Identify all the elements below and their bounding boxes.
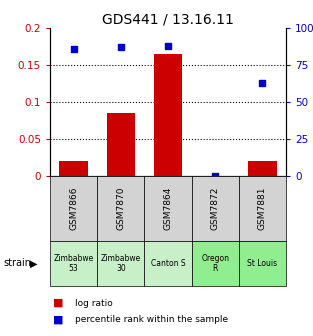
- Bar: [59, 161, 88, 176]
- Point: [166, 43, 171, 48]
- Bar: [107, 113, 135, 176]
- Text: strain: strain: [3, 258, 31, 268]
- Text: Zimbabwe
30: Zimbabwe 30: [101, 254, 141, 273]
- Text: percentile rank within the sample: percentile rank within the sample: [75, 316, 228, 325]
- Text: GSM7872: GSM7872: [211, 187, 220, 230]
- Bar: [154, 54, 182, 176]
- Bar: [97, 176, 144, 241]
- Bar: [144, 176, 192, 241]
- Text: ■: ■: [53, 298, 64, 308]
- Bar: [192, 241, 239, 286]
- Bar: [144, 241, 192, 286]
- Point: [118, 45, 123, 50]
- Title: GDS441 / 13.16.11: GDS441 / 13.16.11: [102, 13, 234, 27]
- Bar: [192, 176, 239, 241]
- Text: Canton S: Canton S: [151, 259, 185, 268]
- Point: [71, 46, 76, 51]
- Text: log ratio: log ratio: [75, 298, 113, 307]
- Text: St Louis: St Louis: [247, 259, 277, 268]
- Text: Zimbabwe
53: Zimbabwe 53: [54, 254, 94, 273]
- Text: Oregon
R: Oregon R: [201, 254, 229, 273]
- Text: ▶: ▶: [30, 258, 37, 268]
- Point: [260, 80, 265, 85]
- Text: GSM7881: GSM7881: [258, 187, 267, 230]
- Text: GSM7864: GSM7864: [163, 187, 172, 230]
- Bar: [239, 241, 286, 286]
- Bar: [239, 176, 286, 241]
- Bar: [248, 161, 277, 176]
- Bar: [50, 241, 97, 286]
- Text: ■: ■: [53, 315, 64, 325]
- Text: GSM7870: GSM7870: [116, 187, 125, 230]
- Point: [213, 173, 218, 179]
- Text: GSM7866: GSM7866: [69, 187, 78, 230]
- Bar: [97, 241, 144, 286]
- Bar: [50, 176, 97, 241]
